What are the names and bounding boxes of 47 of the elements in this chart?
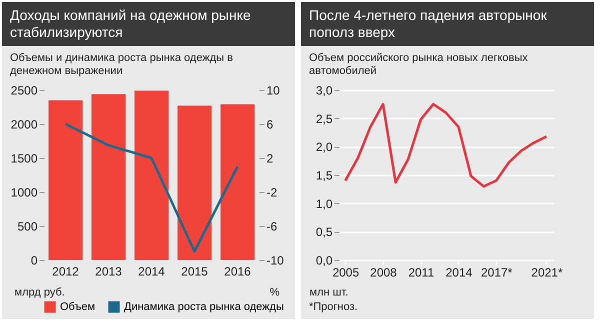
y-tick-label: 0,0 — [316, 254, 333, 268]
chart-title: После 4-летнего падения авторынок пополз вверх — [301, 2, 594, 46]
y-tick-label: 2000 — [10, 118, 38, 132]
y-tick-label: 1000 — [10, 186, 38, 200]
y-tick-label: 1,5 — [316, 168, 333, 182]
x-tick-label: 2005 — [332, 266, 360, 280]
y-tick-label: 500 — [17, 220, 38, 234]
line-series — [64, 122, 239, 253]
chart-subtitle: Объем российского рынка новых легковых автомобилей — [308, 51, 529, 78]
x-tick-label: 2015 — [181, 264, 208, 278]
y2-tick-label: 10 — [266, 84, 280, 98]
y-tick-label: 0 — [30, 254, 38, 268]
y-tick-label: 0,5 — [316, 225, 333, 240]
x-tick-label: 2016 — [224, 264, 252, 278]
y2-tick-label: -2 — [266, 186, 278, 200]
y-tick-label: 1500 — [10, 152, 38, 166]
x-tick-label: 2014 — [138, 264, 166, 278]
y2-axis-title: % — [270, 286, 280, 298]
bar — [134, 90, 168, 260]
x-tick-label: 2017* — [480, 266, 513, 280]
y-tick-label: 1,0 — [316, 196, 333, 211]
y2-tick-label: 6 — [266, 118, 274, 132]
x-tick-label: 2011 — [408, 266, 434, 280]
x-tick-label: 2008 — [370, 266, 398, 280]
line-series — [344, 102, 548, 188]
legend-label: Динамика роста рынка одежды — [124, 301, 284, 313]
y-axis-title: млн шт. — [310, 286, 348, 298]
chart-subtitle: Объемы и динамика роста рынка одежды в денежном выражении — [9, 51, 234, 78]
y2-tick-label: -6 — [266, 220, 278, 234]
y2-tick-label: -10 — [266, 254, 284, 268]
bar — [220, 104, 254, 260]
y-tick-label: 2,0 — [316, 140, 333, 154]
y-tick-label: 3,0 — [316, 84, 333, 98]
bar — [178, 106, 212, 260]
x-tick-label: 2012 — [52, 264, 80, 278]
chart-title: Доходы компаний на одежном рынке стабилизируются — [2, 2, 295, 46]
y2-tick-label: 2 — [266, 152, 274, 166]
bar — [48, 100, 82, 260]
x-tick-label: 2013 — [95, 264, 122, 278]
y-axis-title: млрд руб. — [14, 286, 65, 298]
text: *Прогноз. — [308, 301, 359, 315]
y-tick-label: 2,5 — [316, 112, 333, 126]
y-tick-label: 2500 — [10, 84, 38, 98]
bar — [92, 94, 126, 260]
x-tick-label: 2021* — [531, 266, 563, 280]
x-tick-label: 2014 — [446, 266, 473, 280]
legend-label: Объем — [60, 301, 96, 313]
